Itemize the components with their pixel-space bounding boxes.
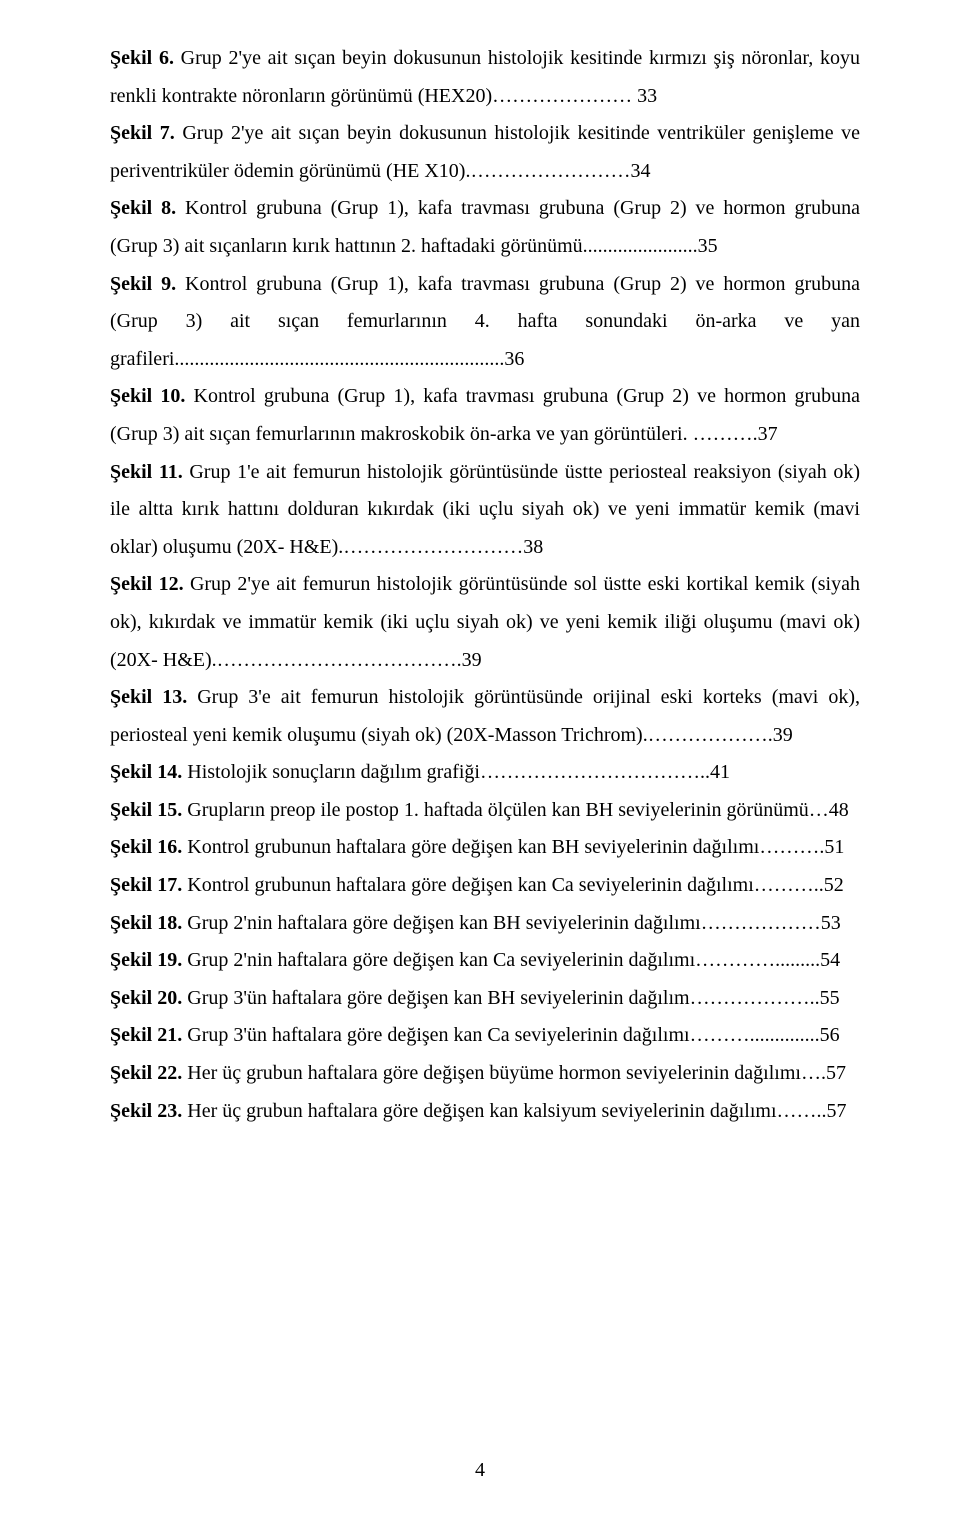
figure-label: Şekil 23. (110, 1100, 182, 1122)
figure-label: Şekil 8. (110, 197, 176, 219)
figure-text: Grup 2'nin haftalara göre değişen kan BH… (182, 912, 840, 934)
figure-label: Şekil 22. (110, 1062, 182, 1084)
figure-text: Her üç grubun haftalara göre değişen büy… (182, 1062, 846, 1084)
figure-text: Grup 3'ün haftalara göre değişen kan BH … (182, 987, 839, 1009)
document-page: Şekil 6. Grup 2'ye ait sıçan beyin dokus… (0, 0, 960, 1537)
figure-text: Kontrol grubuna (Grup 1), kafa travması … (110, 273, 860, 370)
figure-entry: Şekil 7. Grup 2'ye ait sıçan beyin dokus… (110, 115, 860, 190)
figure-label: Şekil 10. (110, 385, 185, 407)
figure-label: Şekil 19. (110, 949, 182, 971)
figure-entry: Şekil 6. Grup 2'ye ait sıçan beyin dokus… (110, 40, 860, 115)
figure-entry: Şekil 23. Her üç grubun haftalara göre d… (110, 1093, 860, 1131)
figure-label: Şekil 18. (110, 912, 182, 934)
figure-text: Her üç grubun haftalara göre değişen kan… (182, 1100, 846, 1122)
figure-entry: Şekil 11. Grup 1'e ait femurun histoloji… (110, 454, 860, 567)
figure-text: Grup 1'e ait femurun histolojik görüntüs… (110, 461, 860, 558)
figure-text: Grup 3'e ait femurun histolojik görüntüs… (110, 686, 860, 746)
figure-entry: Şekil 10. Kontrol grubuna (Grup 1), kafa… (110, 378, 860, 453)
figure-text: Kontrol grubunun haftalara göre değişen … (182, 836, 844, 858)
figure-entry: Şekil 16. Kontrol grubunun haftalara gör… (110, 829, 860, 867)
figure-label: Şekil 14. (110, 761, 182, 783)
figure-text: Kontrol grubuna (Grup 1), kafa travması … (110, 197, 860, 257)
figure-label: Şekil 13. (110, 686, 187, 708)
figure-label: Şekil 9. (110, 273, 176, 295)
figure-label: Şekil 17. (110, 874, 182, 896)
figure-entry: Şekil 21. Grup 3'ün haftalara göre değiş… (110, 1017, 860, 1055)
figure-label: Şekil 21. (110, 1024, 182, 1046)
figure-text: Grup 3'ün haftalara göre değişen kan Ca … (182, 1024, 839, 1046)
figure-text: Kontrol grubuna (Grup 1), kafa travması … (110, 385, 860, 445)
figure-entry: Şekil 13. Grup 3'e ait femurun histoloji… (110, 679, 860, 754)
figure-entry: Şekil 17. Kontrol grubunun haftalara gör… (110, 867, 860, 905)
figure-label: Şekil 16. (110, 836, 182, 858)
figure-text: Histolojik sonuçların dağılım grafiği………… (182, 761, 730, 783)
figure-text: Kontrol grubunun haftalara göre değişen … (182, 874, 844, 896)
figure-entry: Şekil 20. Grup 3'ün haftalara göre değiş… (110, 980, 860, 1018)
figure-label: Şekil 6. (110, 47, 174, 69)
figure-entry: Şekil 14. Histolojik sonuçların dağılım … (110, 754, 860, 792)
figure-entry: Şekil 19. Grup 2'nin haftalara göre deği… (110, 942, 860, 980)
figure-entry: Şekil 18. Grup 2'nin haftalara göre deği… (110, 905, 860, 943)
figure-label: Şekil 12. (110, 573, 184, 595)
figure-entry: Şekil 12. Grup 2'ye ait femurun histoloj… (110, 566, 860, 679)
figure-text: Grup 2'ye ait femurun histolojik görüntü… (110, 573, 860, 670)
figure-entry: Şekil 9. Kontrol grubuna (Grup 1), kafa … (110, 266, 860, 379)
page-number: 4 (0, 1459, 960, 1482)
figure-text: Grup 2'ye ait sıçan beyin dokusunun hist… (110, 122, 860, 182)
figure-text: Grup 2'nin haftalara göre değişen kan Ca… (182, 949, 840, 971)
figure-label: Şekil 11. (110, 461, 183, 483)
figure-text: Grupların preop ile postop 1. haftada öl… (182, 799, 849, 821)
figure-list: Şekil 6. Grup 2'ye ait sıçan beyin dokus… (110, 40, 860, 1130)
figure-entry: Şekil 8. Kontrol grubuna (Grup 1), kafa … (110, 190, 860, 265)
figure-text: Grup 2'ye ait sıçan beyin dokusunun hist… (110, 47, 860, 107)
figure-entry: Şekil 22. Her üç grubun haftalara göre d… (110, 1055, 860, 1093)
figure-label: Şekil 15. (110, 799, 182, 821)
figure-label: Şekil 7. (110, 122, 175, 144)
figure-entry: Şekil 15. Grupların preop ile postop 1. … (110, 792, 860, 830)
figure-label: Şekil 20. (110, 987, 182, 1009)
